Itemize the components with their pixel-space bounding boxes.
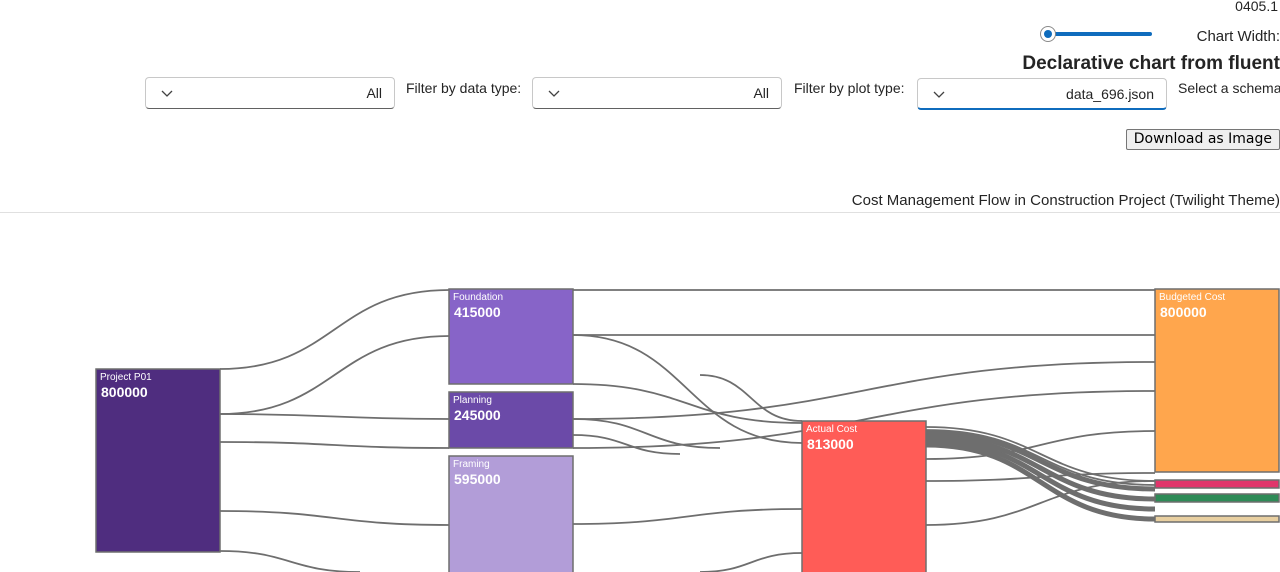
sankey-links [219, 289, 1156, 572]
sankey-link[interactable] [925, 442, 1156, 522]
sankey-node[interactable] [1154, 515, 1280, 523]
sankey-node-bar[interactable] [1154, 288, 1280, 473]
sankey-link[interactable] [219, 510, 450, 526]
sankey-node-bar[interactable] [1154, 493, 1280, 503]
sankey-node-value: 813000 [807, 436, 854, 452]
divider [0, 212, 1280, 213]
data-type-dropdown-value: All [366, 85, 382, 101]
chart-width-slider[interactable] [1040, 26, 1152, 42]
sankey-node-value: 595000 [454, 471, 501, 487]
chart-width-control: :Chart Width [1040, 26, 1280, 48]
sankey-node[interactable] [1154, 479, 1280, 489]
sankey-link[interactable] [572, 434, 681, 455]
sankey-node-bar[interactable] [448, 288, 574, 385]
sankey-link[interactable] [699, 374, 803, 422]
sankey-link[interactable] [572, 390, 1156, 449]
chart-title: Cost Management Flow in Construction Pro… [851, 192, 1280, 209]
sankey-node-label: Planning [453, 395, 492, 406]
sankey-node-label: Project P01 [100, 372, 152, 383]
sankey-node-label: Actual Cost [806, 424, 857, 435]
sankey-node-label: Foundation [453, 292, 503, 303]
slider-thumb[interactable] [1040, 26, 1056, 42]
chevron-down-icon [161, 90, 173, 97]
sankey-link[interactable] [572, 418, 721, 449]
sankey-node[interactable] [1154, 493, 1280, 503]
download-image-button[interactable]: Download as Image [1125, 129, 1280, 150]
sankey-link[interactable] [219, 289, 450, 370]
sankey-node-label: Budgeted Cost [1159, 292, 1225, 303]
sankey-node-value: 245000 [454, 407, 501, 423]
sankey-link[interactable] [219, 413, 450, 420]
schema-label: :Select a schema [1178, 80, 1280, 96]
sankey-node-bar[interactable] [448, 455, 574, 572]
data-type-dropdown[interactable]: All [145, 77, 395, 109]
sankey-link[interactable] [572, 383, 803, 424]
sankey-node-bar[interactable] [801, 420, 927, 572]
sankey-node-bar[interactable] [448, 391, 574, 449]
sankey-link[interactable] [572, 361, 1156, 420]
sankey-node-bar[interactable] [95, 368, 221, 553]
data-type-label: :Filter by data type [406, 80, 522, 96]
sankey-node-value: 800000 [1160, 304, 1207, 320]
sankey-link[interactable] [572, 508, 803, 525]
sankey-link[interactable] [219, 441, 450, 449]
slider-rail[interactable] [1046, 32, 1152, 36]
plot-type-dropdown[interactable]: All [532, 77, 782, 109]
sankey-link[interactable] [219, 550, 361, 572]
sankey-node-bar[interactable] [1154, 515, 1280, 523]
sankey-node-value: 800000 [101, 384, 148, 400]
sankey-node-bar[interactable] [1154, 479, 1280, 489]
app-version: 0405.1 [1235, 0, 1278, 14]
schema-dropdown-value: data_696.json [1066, 86, 1154, 102]
sankey-chart: Project P01800000Foundation415000Plannin… [95, 288, 1280, 572]
page-title: Declarative chart from fluent [1022, 53, 1280, 74]
sankey-node-value: 415000 [454, 304, 501, 320]
chevron-down-icon [548, 90, 560, 97]
sankey-nodes: Project P01800000Foundation415000Plannin… [95, 288, 1280, 572]
sankey-link[interactable] [572, 334, 803, 444]
sankey-link[interactable] [925, 430, 1156, 460]
sankey-link[interactable] [925, 434, 1156, 502]
sankey-link[interactable] [925, 426, 1156, 482]
plot-type-dropdown-value: All [753, 85, 769, 101]
schema-dropdown[interactable]: data_696.json [917, 78, 1167, 110]
chevron-down-icon [933, 91, 945, 98]
sankey-link[interactable] [925, 472, 1156, 482]
sankey-link[interactable] [925, 480, 1156, 526]
sankey-node-label: Framing [453, 459, 490, 470]
chart-width-label: :Chart Width [1196, 28, 1280, 45]
sankey-link[interactable] [925, 430, 1156, 492]
plot-type-label: :Filter by plot type [794, 80, 905, 96]
sankey-link[interactable] [699, 552, 803, 572]
sankey-link[interactable] [925, 438, 1156, 512]
sankey-link[interactable] [219, 335, 450, 415]
